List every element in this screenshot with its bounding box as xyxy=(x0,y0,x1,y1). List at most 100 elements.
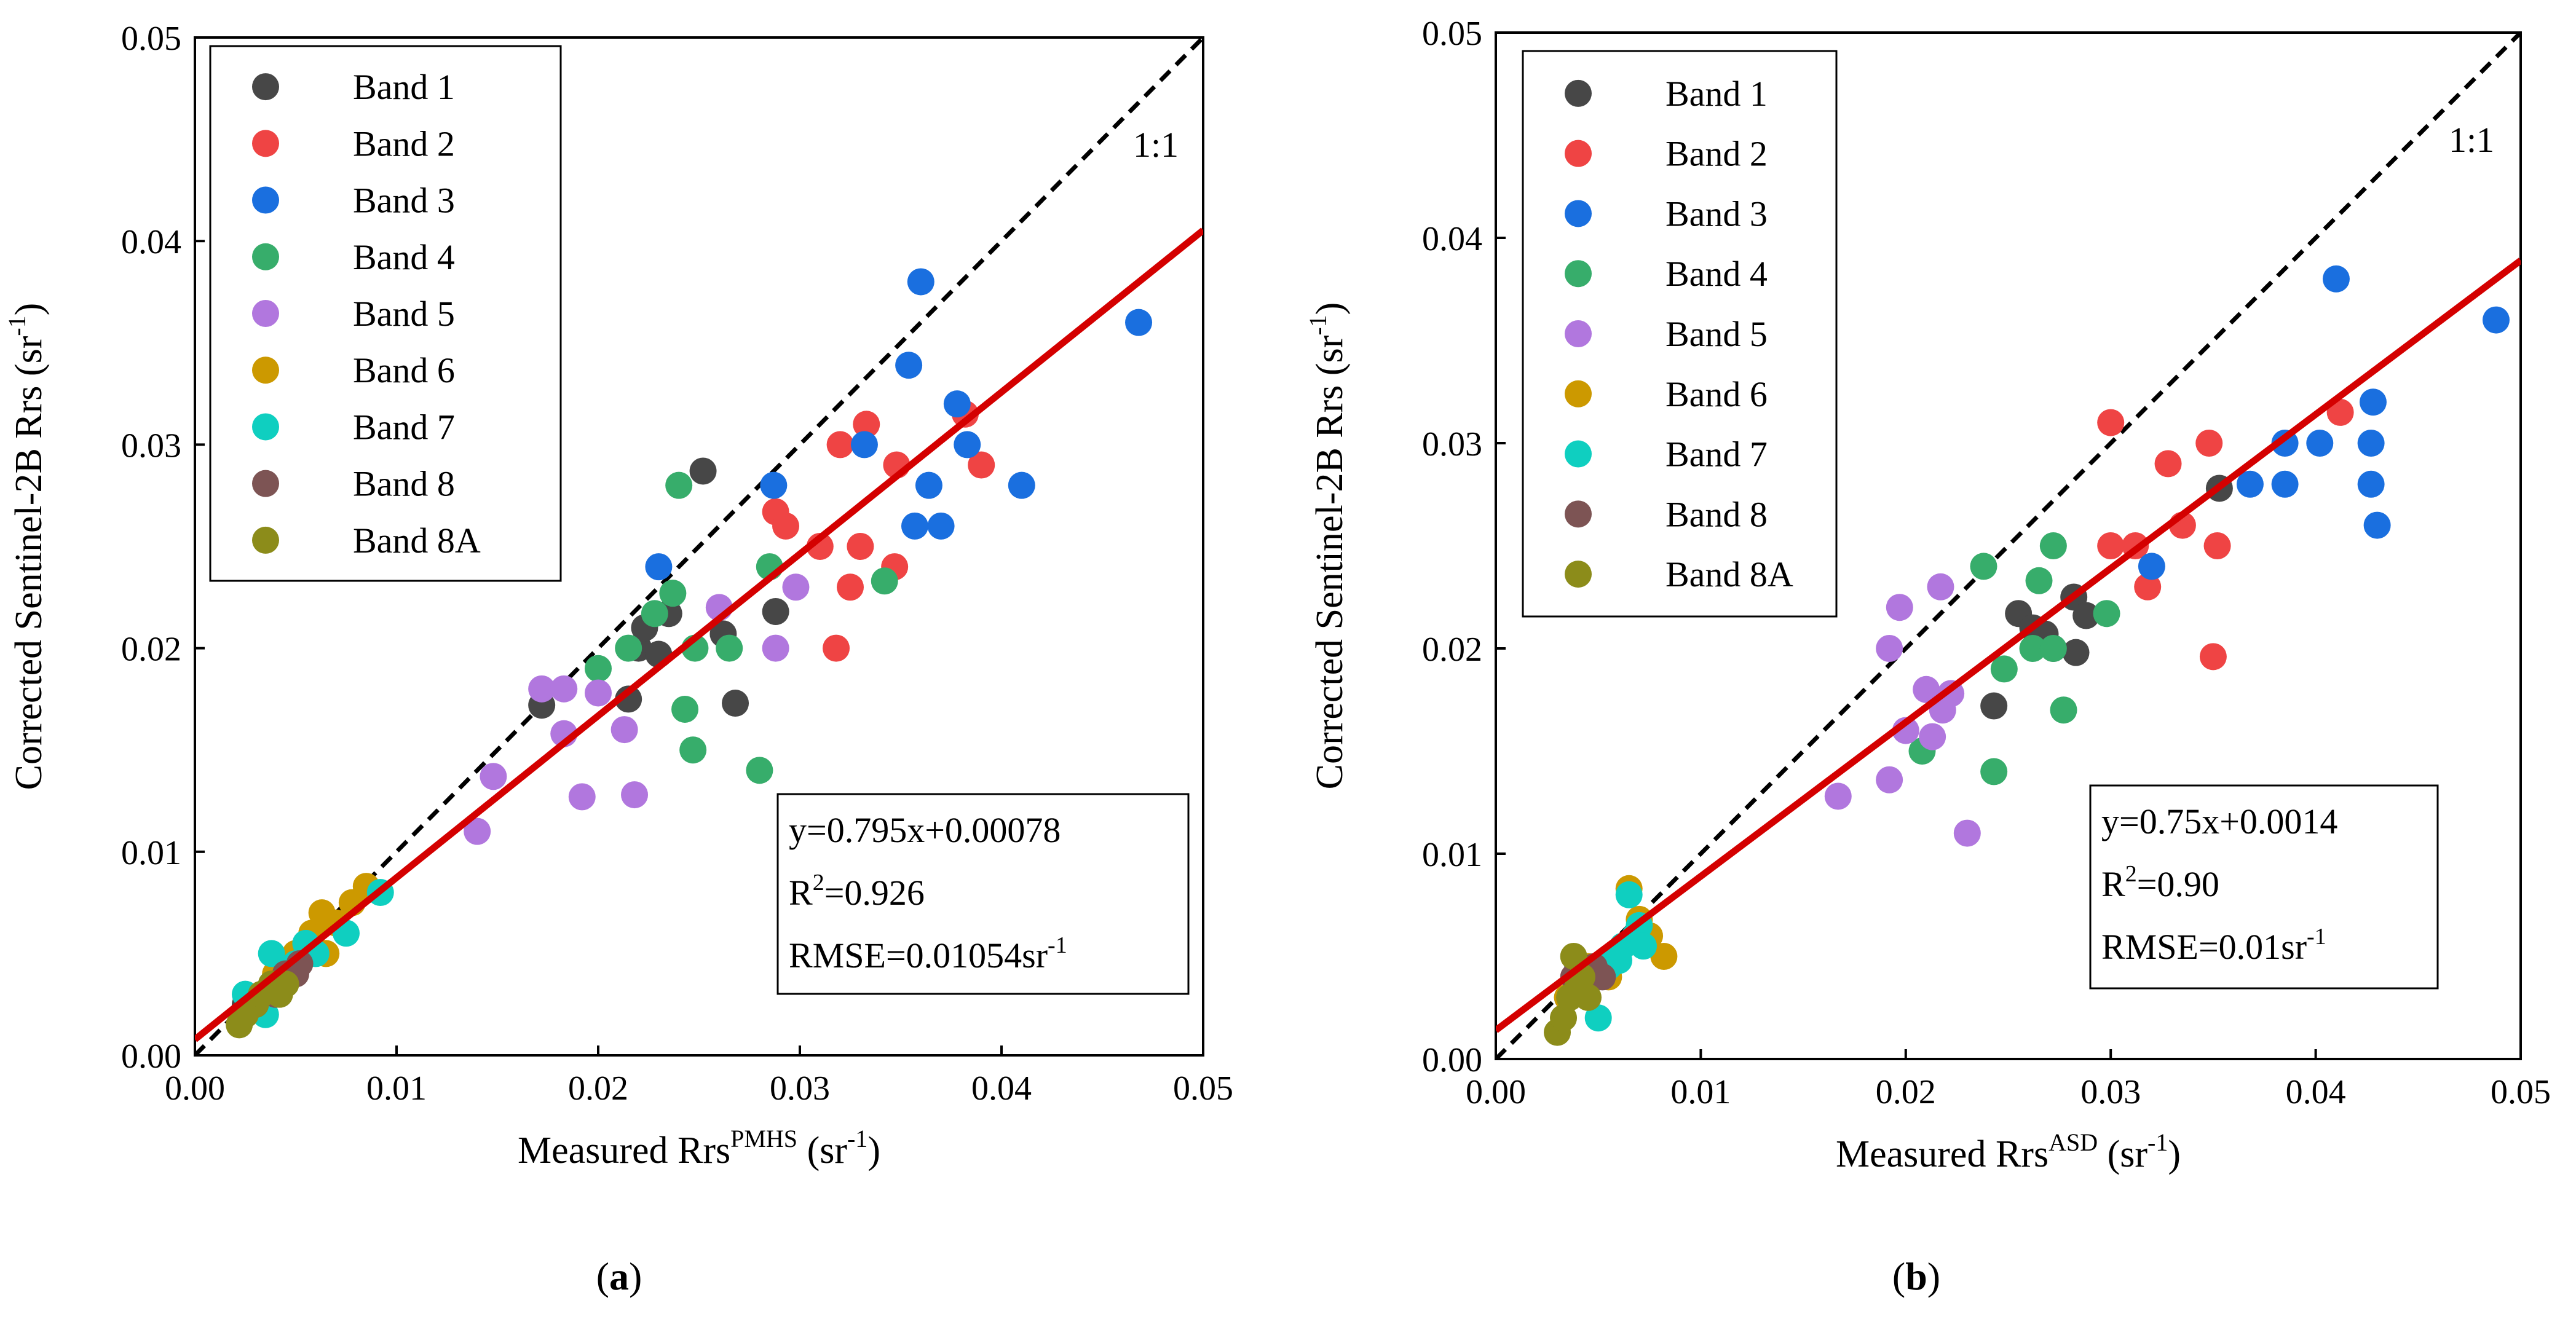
data-point xyxy=(853,411,880,438)
legend-marker xyxy=(252,186,279,214)
y-tick-label: 0.05 xyxy=(121,20,181,58)
data-point xyxy=(615,685,642,713)
data-point xyxy=(2357,430,2385,457)
legend-marker xyxy=(252,413,279,441)
data-point xyxy=(258,940,285,967)
data-point xyxy=(915,471,942,499)
data-point xyxy=(968,451,995,479)
data-point xyxy=(907,268,934,296)
x-tick-label: 0.00 xyxy=(1466,1073,1526,1111)
legend: Band 1 Band 2 Band 3 Band 4 Band 5 Band 6 Band… xyxy=(1522,50,1838,618)
data-point xyxy=(782,573,810,601)
data-point xyxy=(2359,388,2387,416)
data-point xyxy=(2154,450,2182,478)
x-tick-label: 0.02 xyxy=(568,1069,628,1108)
legend-marker xyxy=(1565,320,1592,347)
y-tick-label: 0.04 xyxy=(121,223,181,261)
y-tick-label: 0.04 xyxy=(1422,220,1482,258)
data-point xyxy=(895,352,923,379)
data-point xyxy=(2236,470,2264,498)
data-point xyxy=(1990,655,2018,683)
y-tick-label: 0.02 xyxy=(121,631,181,669)
x-tick-label: 0.03 xyxy=(2080,1073,2141,1111)
data-point xyxy=(2039,532,2067,559)
data-point xyxy=(746,757,773,784)
data-point xyxy=(2138,553,2165,580)
data-point xyxy=(464,817,491,845)
x-axis-label: Measured RrsPMHS (sr-1) xyxy=(518,1125,880,1171)
x-tick-label: 0.01 xyxy=(1670,1073,1731,1111)
legend-label: Band 2 xyxy=(1665,134,1768,174)
panel-a: 0.00 0.01 0.02 0.03 0.04 0.05 0.00 0.01 0.02 0.03… xyxy=(3,20,1233,1298)
y-tick-label: 0.01 xyxy=(1422,836,1482,874)
data-point xyxy=(621,781,649,809)
panel-label: (b) xyxy=(1892,1254,1940,1298)
legend-label: Band 4 xyxy=(353,237,455,277)
legend-marker xyxy=(1565,140,1592,167)
legend-marker xyxy=(1565,79,1592,107)
x-tick-label: 0.00 xyxy=(165,1069,225,1108)
legend-label: Band 1 xyxy=(1665,74,1768,114)
panel-label: (a) xyxy=(596,1254,642,1298)
data-point xyxy=(1605,947,1633,974)
data-point xyxy=(1008,471,1035,499)
stats-frame xyxy=(2089,784,2439,990)
data-point xyxy=(1589,963,1616,991)
data-point xyxy=(1650,943,1678,970)
data-point xyxy=(2195,430,2223,457)
legend-label: Band 2 xyxy=(353,124,455,163)
x-tick-label: 0.05 xyxy=(1173,1069,1233,1108)
legend-marker xyxy=(1565,380,1592,408)
data-point xyxy=(585,655,612,682)
data-point xyxy=(1980,692,2008,720)
legend-marker xyxy=(252,470,279,497)
data-point xyxy=(568,783,596,811)
y-tick-label: 0.00 xyxy=(1422,1041,1482,1079)
rmse: RMSE=0.01sr-1 xyxy=(2101,924,2326,967)
data-point xyxy=(850,431,878,459)
stats-box: y=0.75x+0.0014 R2=0.90 RMSE=0.01sr-1 xyxy=(2089,784,2439,990)
regression-equation: y=0.75x+0.0014 xyxy=(2101,801,2337,841)
data-point xyxy=(2062,639,2090,666)
one-to-one-line xyxy=(195,37,1203,1055)
data-point xyxy=(1927,573,1954,600)
data-point xyxy=(610,716,638,744)
legend-label: Band 8A xyxy=(1665,554,1793,594)
data-point xyxy=(2326,398,2354,426)
rmse: RMSE=0.01054sr-1 xyxy=(789,932,1067,975)
data-point xyxy=(1919,723,1946,750)
data-point xyxy=(645,553,673,581)
legend-label: Band 3 xyxy=(1665,194,1768,234)
legend-marker xyxy=(1565,500,1592,528)
data-point xyxy=(927,512,955,540)
data-point xyxy=(2357,470,2385,498)
legend-marker xyxy=(252,243,279,270)
data-point xyxy=(762,634,789,662)
data-point xyxy=(665,471,693,499)
data-point xyxy=(954,431,981,459)
y-tick-label: 0.05 xyxy=(1422,15,1482,53)
data-point xyxy=(550,675,578,703)
data-point xyxy=(1953,819,1981,847)
data-point xyxy=(847,533,874,560)
data-point xyxy=(2482,306,2510,334)
data-point xyxy=(823,634,850,662)
legend-marker xyxy=(1565,440,1592,468)
legend-label: Band 1 xyxy=(353,67,455,107)
legend-label: Band 5 xyxy=(1665,314,1768,354)
data-point xyxy=(871,567,898,595)
x-tick-label: 0.01 xyxy=(366,1069,427,1108)
legend-label: Band 8 xyxy=(353,464,455,504)
data-point xyxy=(1876,635,1903,662)
data-point xyxy=(1584,1004,1612,1032)
legend-label: Band 5 xyxy=(353,294,455,334)
data-point xyxy=(2097,532,2125,559)
data-point xyxy=(2203,532,2231,559)
y-tick-label: 0.03 xyxy=(121,427,181,465)
data-point xyxy=(1886,594,1913,621)
legend-marker xyxy=(1565,200,1592,227)
plot-area-frame xyxy=(194,36,1204,1057)
panel-b: 0.00 0.01 0.02 0.03 0.04 0.05 0.00 0.01 0.02 0.03… xyxy=(1304,15,2551,1298)
data-point xyxy=(901,512,928,540)
data-point xyxy=(2019,635,2047,662)
